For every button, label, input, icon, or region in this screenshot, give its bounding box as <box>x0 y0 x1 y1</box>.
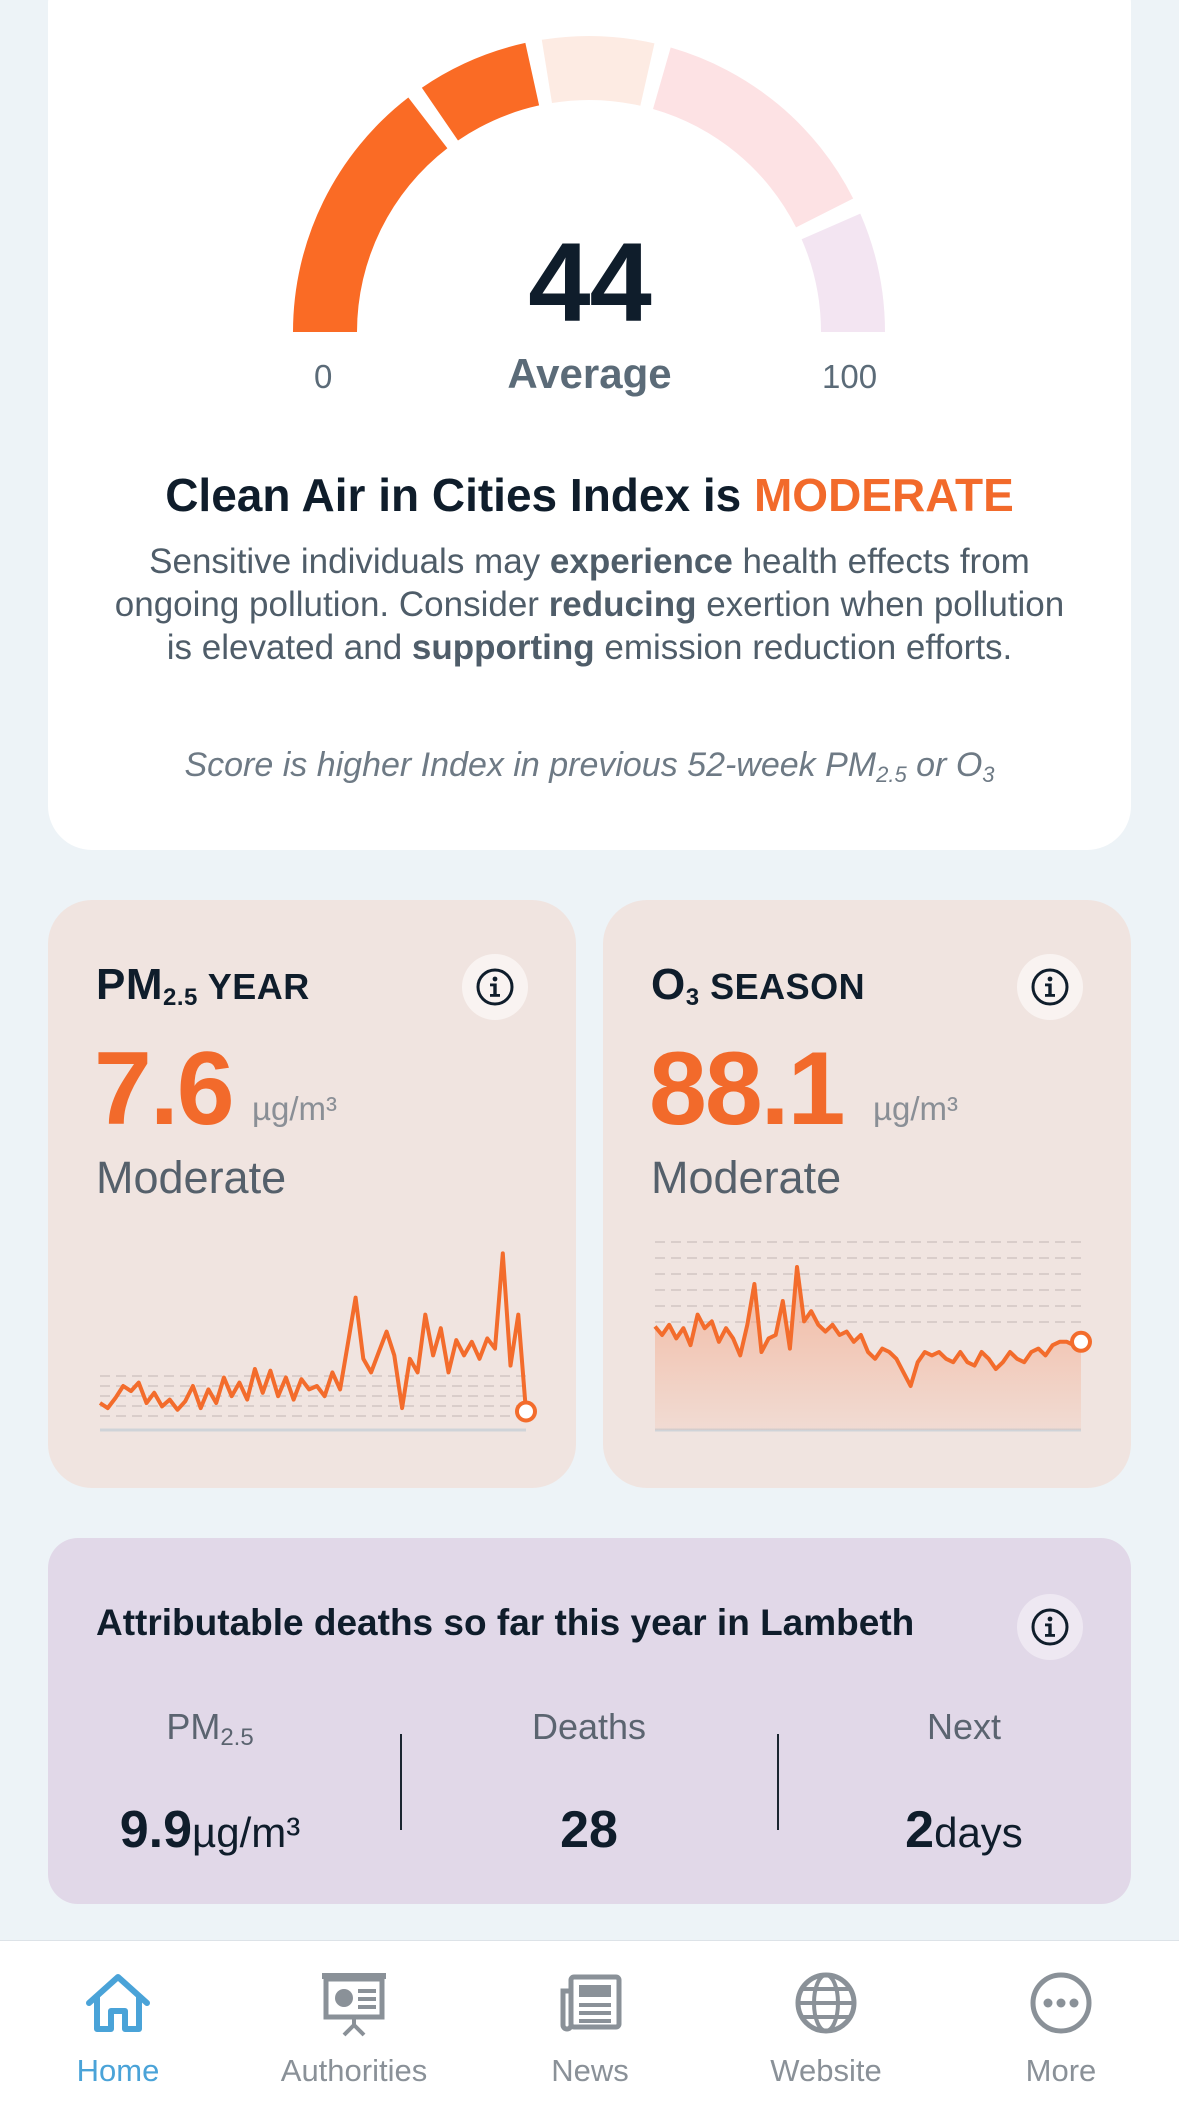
index-title-prefix: Clean Air in Cities Index is <box>165 469 742 521</box>
gauge-min-label: 0 <box>314 358 333 395</box>
note-sub-2: 3 <box>982 762 995 787</box>
stat-pm25-unit: µg/m³ <box>192 1809 301 1856</box>
note-text-1: Score is higher Index in previous 52-wee… <box>184 746 877 784</box>
o3-sparkline <box>653 1241 1092 1432</box>
index-description: Sensitive individuals may experience hea… <box>100 540 1079 669</box>
more-icon <box>1030 1972 1092 2034</box>
index-gauge-card: 44 Average 0 100 Clean Air in Cities Ind… <box>48 0 1131 850</box>
pm25-value: 7.6 <box>94 1031 235 1147</box>
stat-deaths-label: Deaths <box>531 1706 647 1747</box>
o3-value: 88.1 <box>649 1031 845 1147</box>
note-sub-1: 2.5 <box>876 762 907 787</box>
o3-season-card[interactable]: O3 SEASON 88.1 µg/m³ Moderate <box>603 900 1131 1488</box>
desc-text-3: exertion when pollution is elevated and <box>166 585 1065 667</box>
o3-info-button[interactable] <box>1017 954 1083 1020</box>
home-icon <box>86 1974 150 2032</box>
pm25-card-title: PM2.5 YEAR <box>96 960 310 1012</box>
pm25-title-sub: 2.5 <box>163 984 198 1011</box>
gauge-label: Average <box>507 350 672 397</box>
stat-divider <box>777 1734 779 1830</box>
bottom-tab-bar: Home Authorities <box>0 1940 1179 2105</box>
desc-text-4: emission reduction efforts. <box>594 628 1013 667</box>
stat-divider <box>400 1734 402 1830</box>
tab-more-label: More <box>1025 2053 1097 2088</box>
stat-deaths: Deaths 28 <box>439 1706 739 1860</box>
sparkline-line <box>98 1251 528 1412</box>
tab-home[interactable]: Home <box>0 1965 236 2089</box>
o3-title-rest: SEASON <box>699 966 866 1007</box>
index-title: Clean Air in Cities Index is MODERATE <box>48 468 1131 522</box>
attributable-deaths-card: Attributable deaths so far this year in … <box>48 1538 1131 1904</box>
deaths-title: Attributable deaths so far this year in … <box>96 1602 915 1643</box>
sparkline-latest-point <box>515 1400 537 1423</box>
gauge-segment-5 <box>801 213 885 332</box>
info-icon <box>476 968 514 1006</box>
note-text-2: or O <box>906 746 983 784</box>
presentation-icon <box>322 1973 386 2037</box>
gauge-chart <box>293 36 885 332</box>
gauge-segment-2 <box>421 42 540 141</box>
stat-next-value: 2days <box>814 1800 1114 1860</box>
sparkline-line <box>653 1265 1082 1388</box>
desc-text-2: health effects from ongoing pollution. C… <box>114 542 1030 624</box>
tab-website[interactable]: Website <box>708 1965 944 2089</box>
tab-more[interactable]: More <box>943 1965 1179 2089</box>
index-level: MODERATE <box>753 469 1014 521</box>
sparkline-area <box>655 1267 1081 1430</box>
gauge-segment-3 <box>541 36 655 106</box>
gauge-segment-1 <box>293 97 448 332</box>
pm25-title-main: PM <box>96 960 163 1009</box>
stat-pm25-label-main: PM <box>166 1706 221 1747</box>
pm25-title-rest: YEAR <box>197 966 310 1007</box>
pm25-year-card[interactable]: PM2.5 YEAR 7.6 µg/m³ Moderate <box>48 900 576 1488</box>
desc-bold-2: reducing <box>548 585 697 624</box>
pm25-status: Moderate <box>96 1152 287 1203</box>
stat-pm25-label-sub: 2.5 <box>220 1724 254 1751</box>
stat-pm25-number: 9.9 <box>119 1801 193 1859</box>
o3-status: Moderate <box>651 1152 842 1203</box>
stat-next: Next 2days <box>814 1706 1114 1860</box>
desc-bold-1: experience <box>549 542 733 581</box>
pm25-sparkline <box>98 1251 537 1432</box>
gauge-segment-4 <box>653 47 854 228</box>
tab-authorities-label: Authorities <box>280 2053 428 2088</box>
pm25-unit: µg/m³ <box>252 1090 338 1127</box>
index-note: Score is higher Index in previous 52-wee… <box>48 746 1131 788</box>
stat-next-unit: days <box>934 1809 1023 1856</box>
info-icon <box>1031 1608 1069 1646</box>
stat-deaths-value: 28 <box>560 1801 618 1859</box>
stat-pm25: PM2.5 9.9µg/m³ <box>60 1706 360 1860</box>
globe-icon <box>795 1972 857 2034</box>
newspaper-icon <box>560 1974 622 2032</box>
stat-pm25-value: 9.9µg/m³ <box>60 1800 360 1860</box>
gauge-max-label: 100 <box>822 358 878 395</box>
o3-title-main: O <box>651 960 686 1009</box>
stat-next-label: Next <box>926 1706 1002 1747</box>
o3-unit: µg/m³ <box>873 1090 959 1127</box>
tab-website-label: Website <box>770 2053 882 2088</box>
tab-news-label: News <box>551 2053 629 2088</box>
desc-bold-3: supporting <box>411 628 595 667</box>
tab-home-label: Home <box>76 2053 160 2088</box>
desc-text-1: Sensitive individuals may <box>149 542 550 581</box>
info-icon <box>1031 968 1069 1006</box>
o3-card-title: O3 SEASON <box>651 960 865 1012</box>
deaths-info-button[interactable] <box>1017 1594 1083 1660</box>
tab-news[interactable]: News <box>472 1965 708 2089</box>
gauge-value: 44 <box>528 220 652 345</box>
sparkline-latest-point <box>1070 1330 1092 1353</box>
stat-pm25-label: PM2.5 <box>60 1706 360 1756</box>
tab-authorities[interactable]: Authorities <box>236 1965 472 2089</box>
stat-next-number: 2 <box>905 1801 935 1859</box>
o3-title-sub: 3 <box>685 984 700 1011</box>
pm25-info-button[interactable] <box>462 954 528 1020</box>
